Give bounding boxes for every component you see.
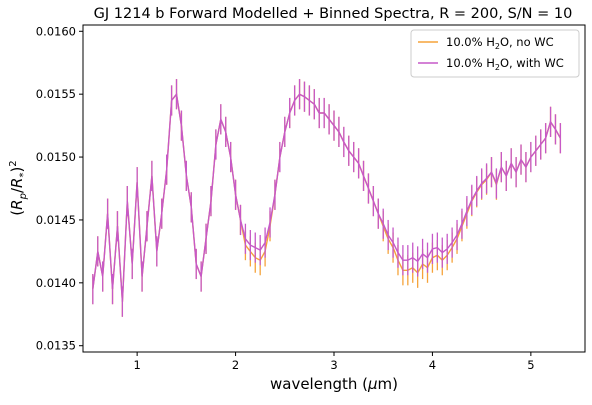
y-axis: 0.0135 0.0140 0.0145 0.0150 0.0155 0.0160 [36,24,83,353]
x-tick-label: 2 [232,358,239,372]
chart-title: GJ 1214 b Forward Modelled + Binned Spec… [94,6,573,22]
plot-area [92,79,562,317]
legend-label-with-wc: 10.0% H2O, with WC [446,56,564,72]
x-axis-label-unit-suffix: m) [378,375,398,393]
y-tick-label: 0.0145 [36,213,76,227]
x-axis-label: wavelength (μm) [270,375,398,393]
legend-label-no-wc: 10.0% H2O, no WC [446,35,554,51]
legend-box [410,29,580,78]
x-axis-label-text: wavelength ( [270,375,368,393]
x-tick-label: 3 [330,358,337,372]
x-tick-label: 4 [429,358,436,372]
legend: 10.0% H2O, no WC 10.0% H2O, with WC [410,29,580,78]
y-tick-label: 0.0135 [36,339,76,353]
x-axis: 1 2 3 4 5 [133,352,535,372]
x-tick-label: 5 [527,358,534,372]
y-tick-label: 0.0155 [36,87,76,101]
x-axis-label-unit: μ [367,375,378,393]
series-line [92,92,562,302]
y-axis-label: (Rp/R*)2 [8,160,29,215]
y-tick-label: 0.0140 [36,276,76,290]
x-tick-label: 1 [133,358,140,372]
y-tick-label: 0.0150 [36,150,76,164]
y-tick-label: 0.0160 [36,24,76,38]
series-1 [92,79,562,317]
